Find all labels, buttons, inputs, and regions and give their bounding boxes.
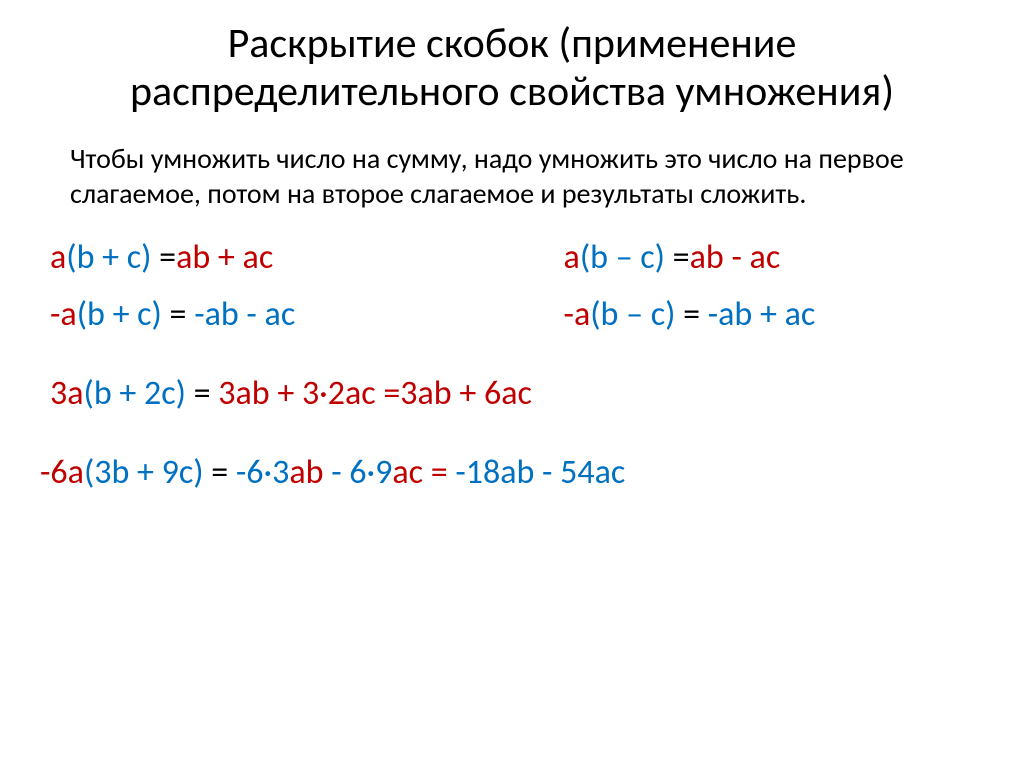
formula-4-rhs: -ab + ac [708,294,816,335]
formula-2: a(b – c) =ab - ac [494,237,974,278]
formula-1: a(b + c) =ab + ac [50,237,494,278]
formula-3-eq: = [162,294,194,335]
slide-title: Раскрытие скобок (применение распределит… [40,20,984,117]
formula-4: -a(b – c) = -ab + ac [494,294,974,335]
formula-3: -a(b + c) = -ab - ac [50,294,494,335]
formula-4-paren: (b – c) [590,294,675,335]
formula-3-rhs: -ab - ac [194,294,295,335]
formula-row-1: a(b + c) =ab + ac a(b – c) =ab - ac [40,237,984,278]
formula-2-eq: = [665,237,690,278]
formula-3-multiplier: -a [50,294,77,335]
example-2-paren: (3b + 9c) [84,452,204,493]
formula-3-paren: (b + c) [77,294,162,335]
example-1-res: 3ab + 6ac [400,373,532,414]
example-2-mid-p2: - 6·9 [324,452,393,493]
example-2-mid-ab: ab [289,452,323,493]
example-2-mult: -6a [40,452,84,493]
example-1-mult: 3a [50,373,84,414]
formula-2-paren: (b – c) [580,237,665,278]
formula-4-multiplier: -a [564,294,591,335]
formula-1-multiplier: a [50,237,66,278]
formula-2-multiplier: a [564,237,580,278]
example-2-mid-ac: ac [392,452,423,493]
example-1-mid: 3ab + 3·2ac = [218,373,400,414]
example-2-mid-p1: -6·3 [236,452,289,493]
rule-text: Чтобы умножить число на сумму, надо умно… [40,141,984,211]
example-2-res: -18ab - 54ac [455,452,625,493]
example-1-paren: (b + 2c) [84,373,186,414]
formula-1-paren: (b + c) [66,237,151,278]
example-1-eq1: = [186,373,218,414]
formula-4-eq: = [675,294,707,335]
example-2-mid-eq: = [423,452,455,493]
formula-row-2: -a(b + c) = -ab - ac -a(b – c) = -ab + a… [40,294,984,335]
example-2-eq1: = [204,452,236,493]
formula-1-rhs: ab + ac [176,237,273,278]
example-2: -6a(3b + 9c) = -6·3ab - 6·9ac = -18ab - … [40,452,984,493]
formula-1-eq: = [151,237,176,278]
example-1: 3a(b + 2c) = 3ab + 3·2ac =3ab + 6ac [40,373,984,414]
formula-2-rhs: ab - ac [690,237,781,278]
